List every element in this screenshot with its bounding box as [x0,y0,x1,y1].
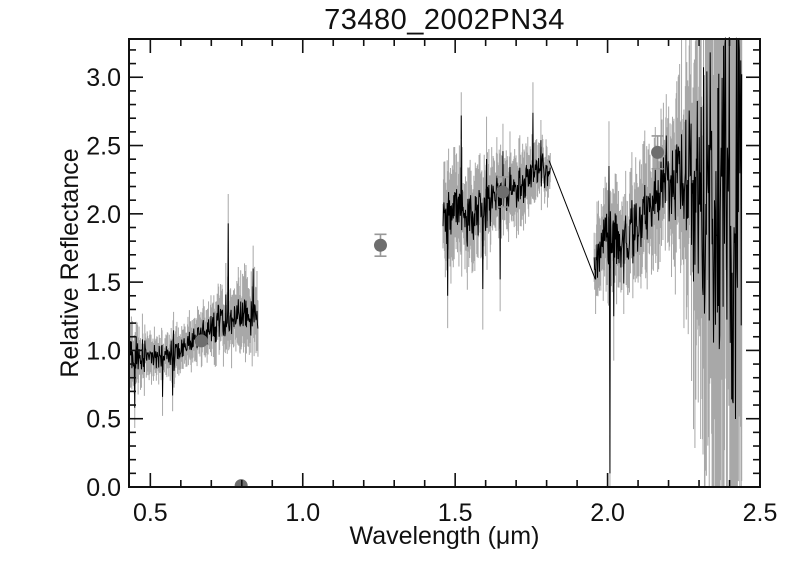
x-tick-label: 1.5 [438,499,473,527]
photometry-point-2 [373,238,387,252]
photometry-point-0 [194,334,208,348]
y-tick-label: 2.0 [86,201,121,229]
x-tick-label: 1.0 [285,499,320,527]
x-axis-title: Wavelength (μm) [349,522,540,550]
y-tick-label: 0.5 [86,406,121,434]
photometry-point-4 [651,145,665,159]
y-axis-title: Relative Reflectance [56,148,84,378]
x-tick-label: 2.0 [590,499,625,527]
x-tick-label: 2.5 [743,499,778,527]
spectrum-trace-h-band [442,112,551,296]
y-tick-label: 3.0 [86,64,121,92]
chart-title: 73480_2002PN34 [324,4,565,36]
segment-connector-line [548,160,596,280]
spectrum-trace-k-band [593,37,743,474]
x-tick-label: 0.5 [133,499,168,527]
plot-frame [128,38,761,488]
y-tick-label: 1.0 [86,337,121,365]
spectrum-trace-visible [128,223,259,408]
y-tick-label: 1.5 [86,269,121,297]
photometry-point-3 [496,185,510,199]
y-tick-label: 2.5 [86,133,121,161]
y-tick-label: 0.0 [86,474,121,502]
